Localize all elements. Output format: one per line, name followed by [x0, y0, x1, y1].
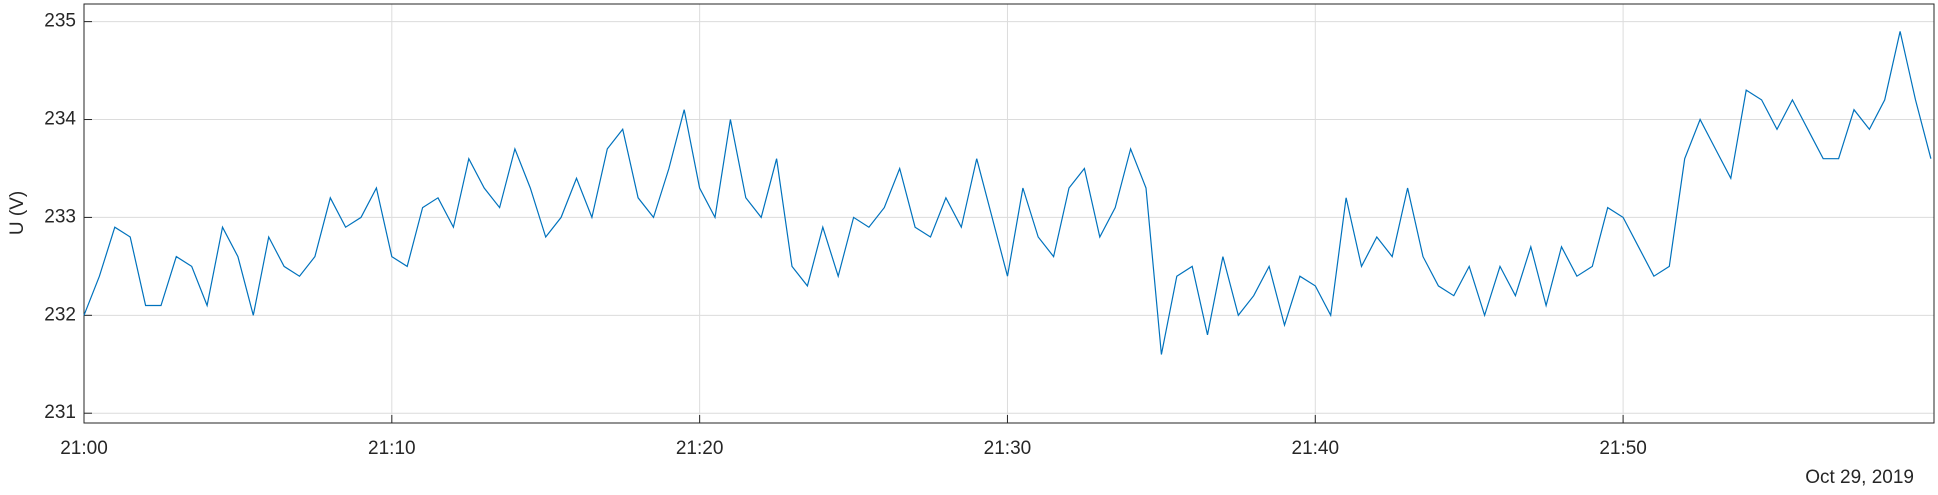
x-tick-label: 21:00 — [60, 438, 108, 459]
y-tick-label: 231 — [44, 402, 76, 423]
y-tick-label: 234 — [44, 109, 76, 130]
x-tick-label: 21:10 — [368, 438, 416, 459]
x-tick-label: 21:20 — [676, 438, 724, 459]
date-label: Oct 29, 2019 — [1805, 467, 1914, 488]
y-axis-label: U (V) — [7, 191, 28, 235]
data-line — [83, 31, 1932, 355]
y-tick-label: 232 — [44, 304, 76, 325]
x-tick-label: 21:30 — [984, 438, 1032, 459]
axes-box — [83, 3, 1935, 424]
x-tick-label: 21:40 — [1292, 438, 1340, 459]
y-tick-label: 233 — [44, 206, 76, 227]
y-tick-label: 235 — [44, 11, 76, 32]
x-tick-label: 21:50 — [1599, 438, 1647, 459]
